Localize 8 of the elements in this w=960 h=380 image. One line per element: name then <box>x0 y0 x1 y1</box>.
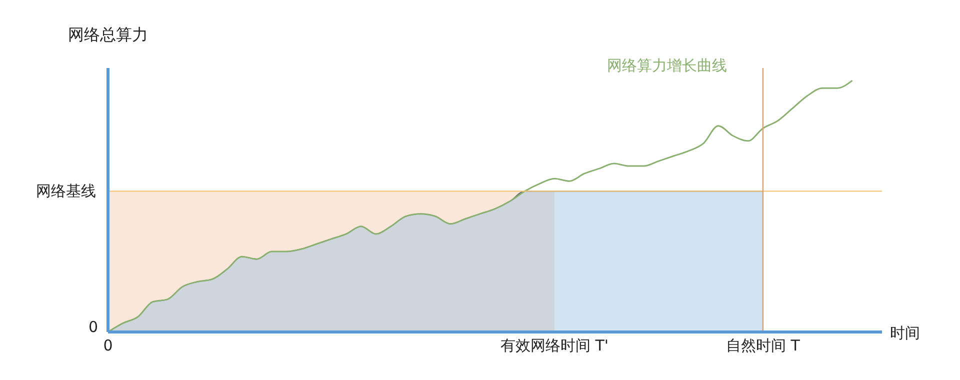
x-tick-label: 自然时间 T <box>726 336 801 355</box>
x-tick-label: 有效网络时间 T' <box>500 336 609 355</box>
text: 0 <box>88 318 98 336</box>
x-axis-title: 时间 <box>890 324 920 342</box>
y-axis-title: 网络总算力 <box>68 25 148 44</box>
ref-line-label: 网络基线 <box>36 182 96 200</box>
x-tick-label: 0 <box>103 336 113 355</box>
text: 网络算力增长曲线 <box>607 56 728 75</box>
